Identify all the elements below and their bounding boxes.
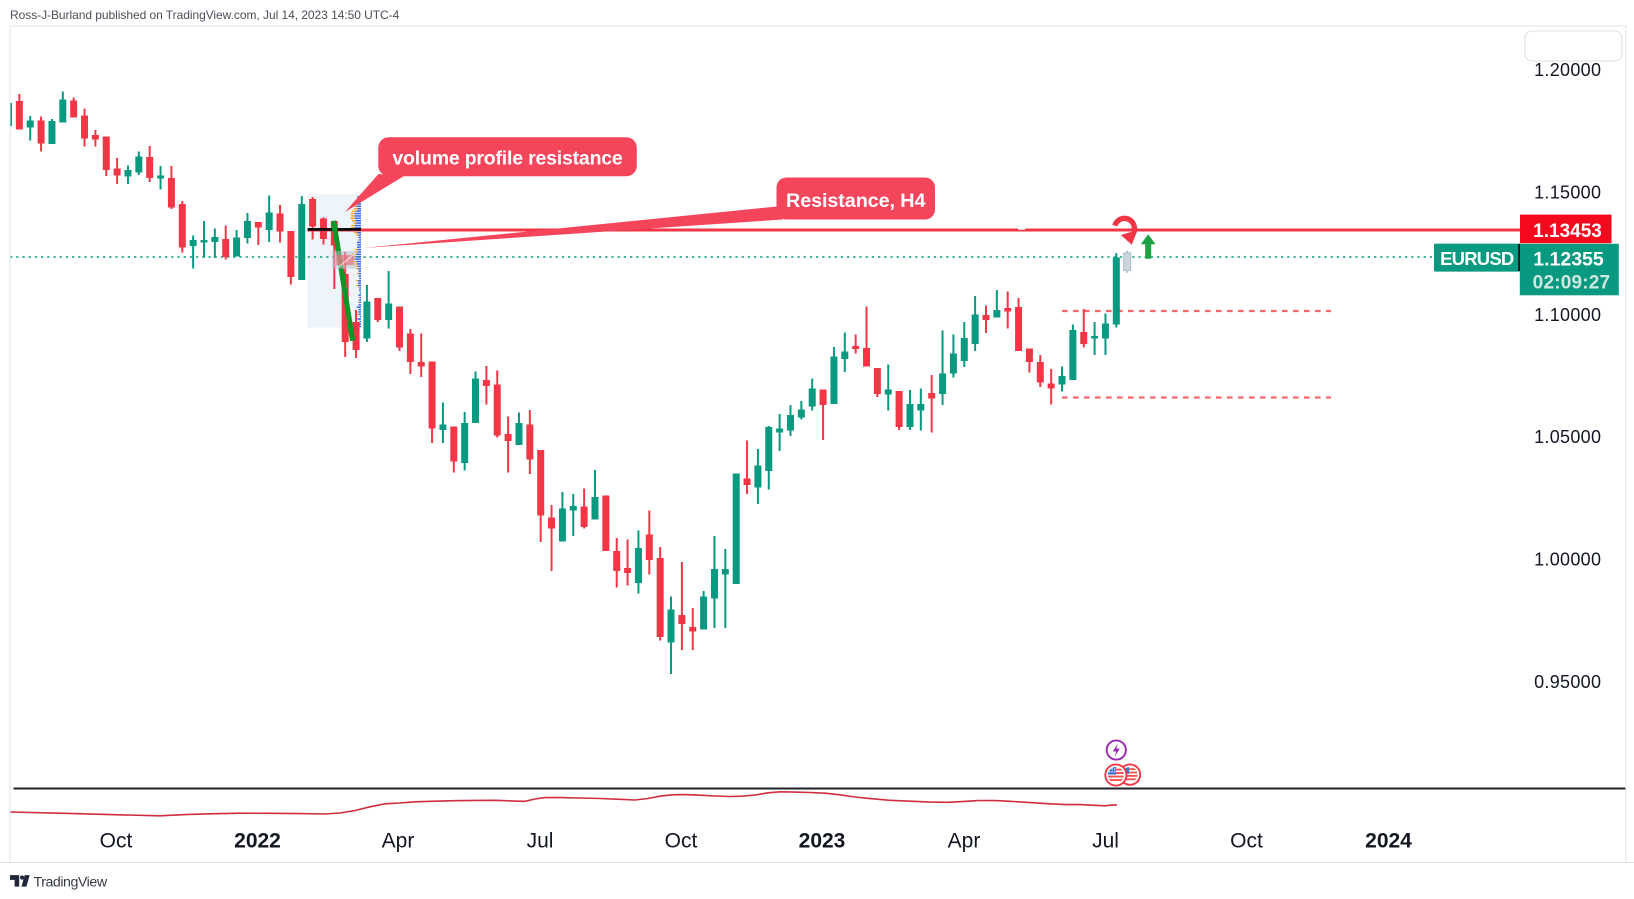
svg-text:Apr: Apr <box>382 830 415 853</box>
svg-text:0.95000: 0.95000 <box>1534 672 1601 692</box>
svg-text:TradingView: TradingView <box>34 874 108 890</box>
svg-text:1.20000: 1.20000 <box>1534 60 1601 80</box>
svg-text:1.13453: 1.13453 <box>1533 221 1602 242</box>
svg-text:2022: 2022 <box>234 830 281 853</box>
svg-text:1.15000: 1.15000 <box>1534 182 1601 202</box>
svg-text:Oct: Oct <box>665 830 698 853</box>
svg-text:2024: 2024 <box>1365 830 1412 853</box>
svg-text:Ross-J-Burland published on Tr: Ross-J-Burland published on TradingView.… <box>10 8 400 22</box>
svg-text:1.10000: 1.10000 <box>1534 305 1601 325</box>
svg-text:volume profile resistance: volume profile resistance <box>392 147 623 169</box>
svg-text:Resistance, H4: Resistance, H4 <box>786 190 925 212</box>
svg-text:2023: 2023 <box>799 830 846 853</box>
svg-text:EURUSD: EURUSD <box>1440 248 1514 269</box>
svg-text:1.05000: 1.05000 <box>1534 427 1601 447</box>
svg-text:Jul: Jul <box>527 830 554 853</box>
svg-text:Oct: Oct <box>1230 830 1263 853</box>
svg-text:02:09:27: 02:09:27 <box>1533 273 1611 294</box>
svg-text:1.00000: 1.00000 <box>1534 550 1601 570</box>
svg-text:Apr: Apr <box>948 830 981 853</box>
svg-text:Oct: Oct <box>100 830 133 853</box>
svg-text:Jul: Jul <box>1092 830 1119 853</box>
svg-text:1.12355: 1.12355 <box>1533 249 1604 271</box>
